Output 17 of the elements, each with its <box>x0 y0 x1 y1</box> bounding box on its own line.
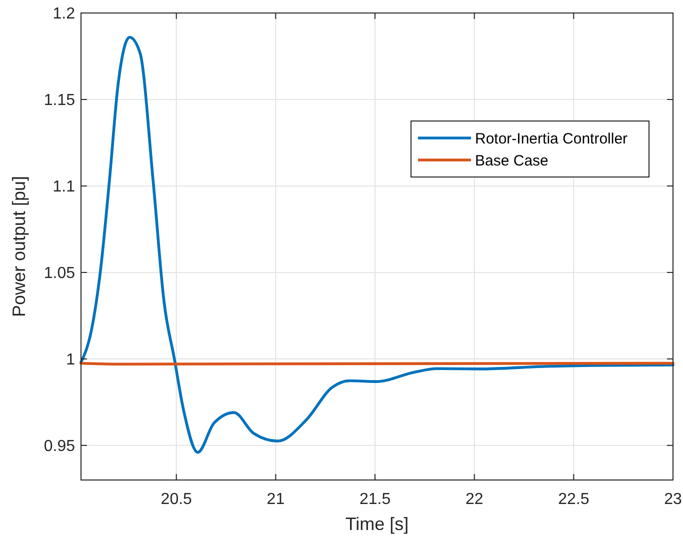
y-tick-label: 0.95 <box>44 438 76 456</box>
legend-label: Rotor-Inertia Controller <box>475 130 628 148</box>
legend-label: Base Case <box>475 152 548 170</box>
x-tick-label: 20.5 <box>160 491 192 508</box>
y-tick-label: 1 <box>66 352 76 369</box>
x-tick-label: 22 <box>465 491 484 508</box>
y-tick-label: 1.1 <box>52 178 76 196</box>
y-tick-label: 1.2 <box>52 6 76 23</box>
x-tick-label: 21 <box>266 491 285 508</box>
x-axis-title: Time [s] <box>345 514 409 534</box>
y-tick-label: 1.15 <box>44 92 76 110</box>
x-tick-label: 22.5 <box>558 491 590 508</box>
y-tick-label: 1.05 <box>44 265 76 282</box>
x-tick-label: 23 <box>664 491 682 508</box>
x-tick-label: 21.5 <box>359 491 391 508</box>
line-series <box>80 36 674 454</box>
y-axis-title: Power output [pu] <box>9 176 29 318</box>
